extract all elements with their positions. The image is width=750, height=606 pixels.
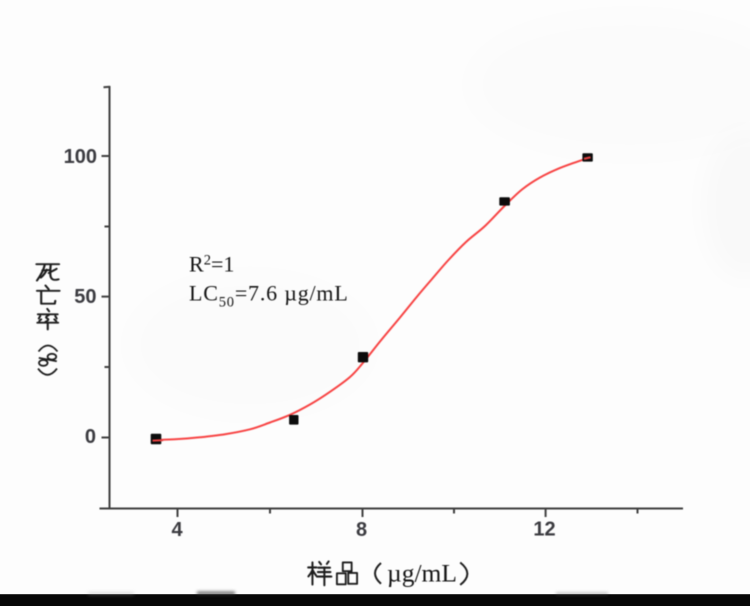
svg-text:µg/mL: µg/mL bbox=[387, 559, 457, 588]
svg-text:0: 0 bbox=[85, 426, 96, 448]
svg-text:50: 50 bbox=[74, 286, 96, 308]
svg-text:R2=1: R2=1 bbox=[189, 252, 234, 277]
svg-text:8: 8 bbox=[356, 519, 367, 541]
svg-text:12: 12 bbox=[533, 519, 555, 541]
svg-text:100: 100 bbox=[64, 146, 97, 168]
svg-text:4: 4 bbox=[171, 519, 183, 541]
